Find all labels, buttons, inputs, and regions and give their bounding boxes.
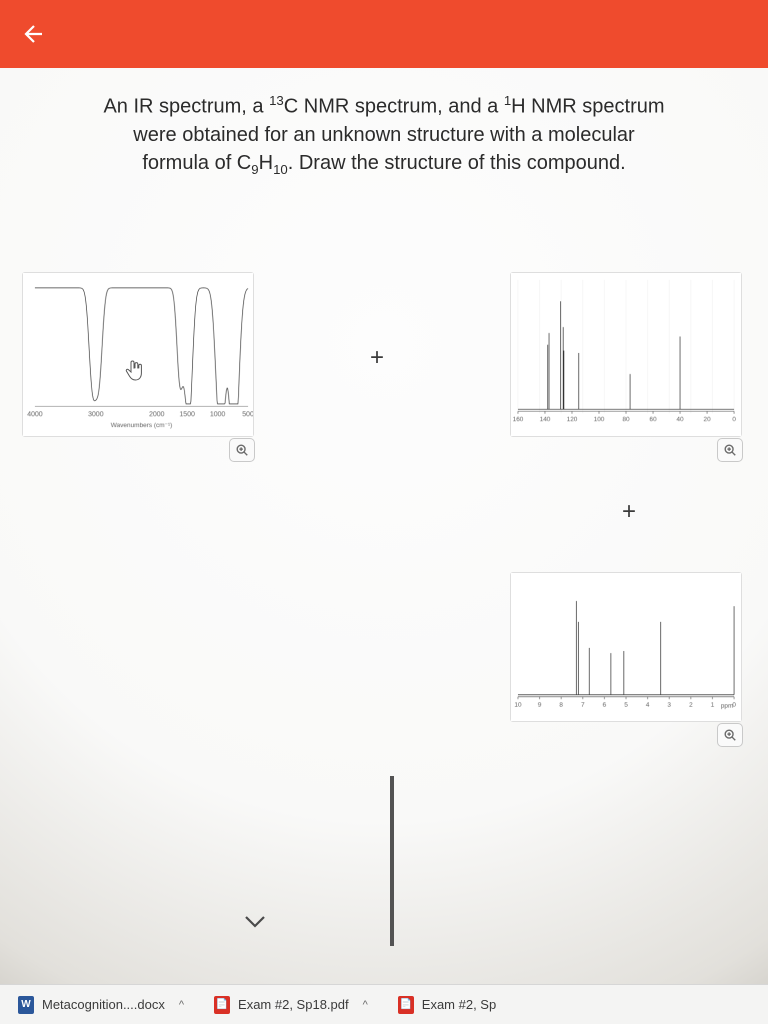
c13-spectrum-canvas	[511, 273, 741, 436]
back-arrow[interactable]	[14, 16, 50, 52]
download-item[interactable]: W Metacognition....docx ^	[10, 992, 192, 1018]
c13-spectrum-box[interactable]	[510, 272, 742, 437]
chevron-up-icon[interactable]: ^	[363, 999, 368, 1011]
bond-line	[390, 776, 394, 946]
spectra-panel: + +	[22, 272, 746, 984]
zoom-icon[interactable]	[229, 438, 255, 462]
question-line-1: An IR spectrum, a 13C NMR spectrum, and …	[28, 92, 740, 121]
h1-spectrum-box[interactable]	[510, 572, 742, 722]
question-text: An IR spectrum, a 13C NMR spectrum, and …	[22, 92, 746, 186]
word-file-icon: W	[18, 996, 34, 1014]
download-item[interactable]: 📄 Exam #2, Sp	[390, 992, 504, 1018]
app-topbar	[0, 0, 768, 68]
ir-spectrum-canvas	[23, 273, 253, 436]
pdf-file-icon: 📄	[398, 996, 414, 1014]
structure-draw-area[interactable]	[232, 776, 552, 976]
pdf-file-icon: 📄	[214, 996, 230, 1014]
plus-icon: +	[370, 344, 384, 372]
chevron-up-icon[interactable]: ^	[179, 999, 184, 1011]
download-shelf: W Metacognition....docx ^ 📄 Exam #2, Sp1…	[0, 984, 768, 1024]
question-line-3: formula of C9H10. Draw the structure of …	[28, 149, 740, 180]
question-content: An IR spectrum, a 13C NMR spectrum, and …	[0, 68, 768, 984]
zoom-icon[interactable]	[717, 438, 743, 462]
h1-spectrum-canvas	[511, 573, 741, 721]
plus-icon: +	[622, 498, 636, 526]
download-filename: Exam #2, Sp	[422, 997, 496, 1012]
download-filename: Metacognition....docx	[42, 997, 165, 1012]
ir-spectrum-box[interactable]	[22, 272, 254, 437]
question-line-2: were obtained for an unknown structure w…	[28, 121, 740, 149]
download-item[interactable]: 📄 Exam #2, Sp18.pdf ^	[206, 992, 376, 1018]
download-filename: Exam #2, Sp18.pdf	[238, 997, 349, 1012]
zoom-icon[interactable]	[717, 723, 743, 747]
